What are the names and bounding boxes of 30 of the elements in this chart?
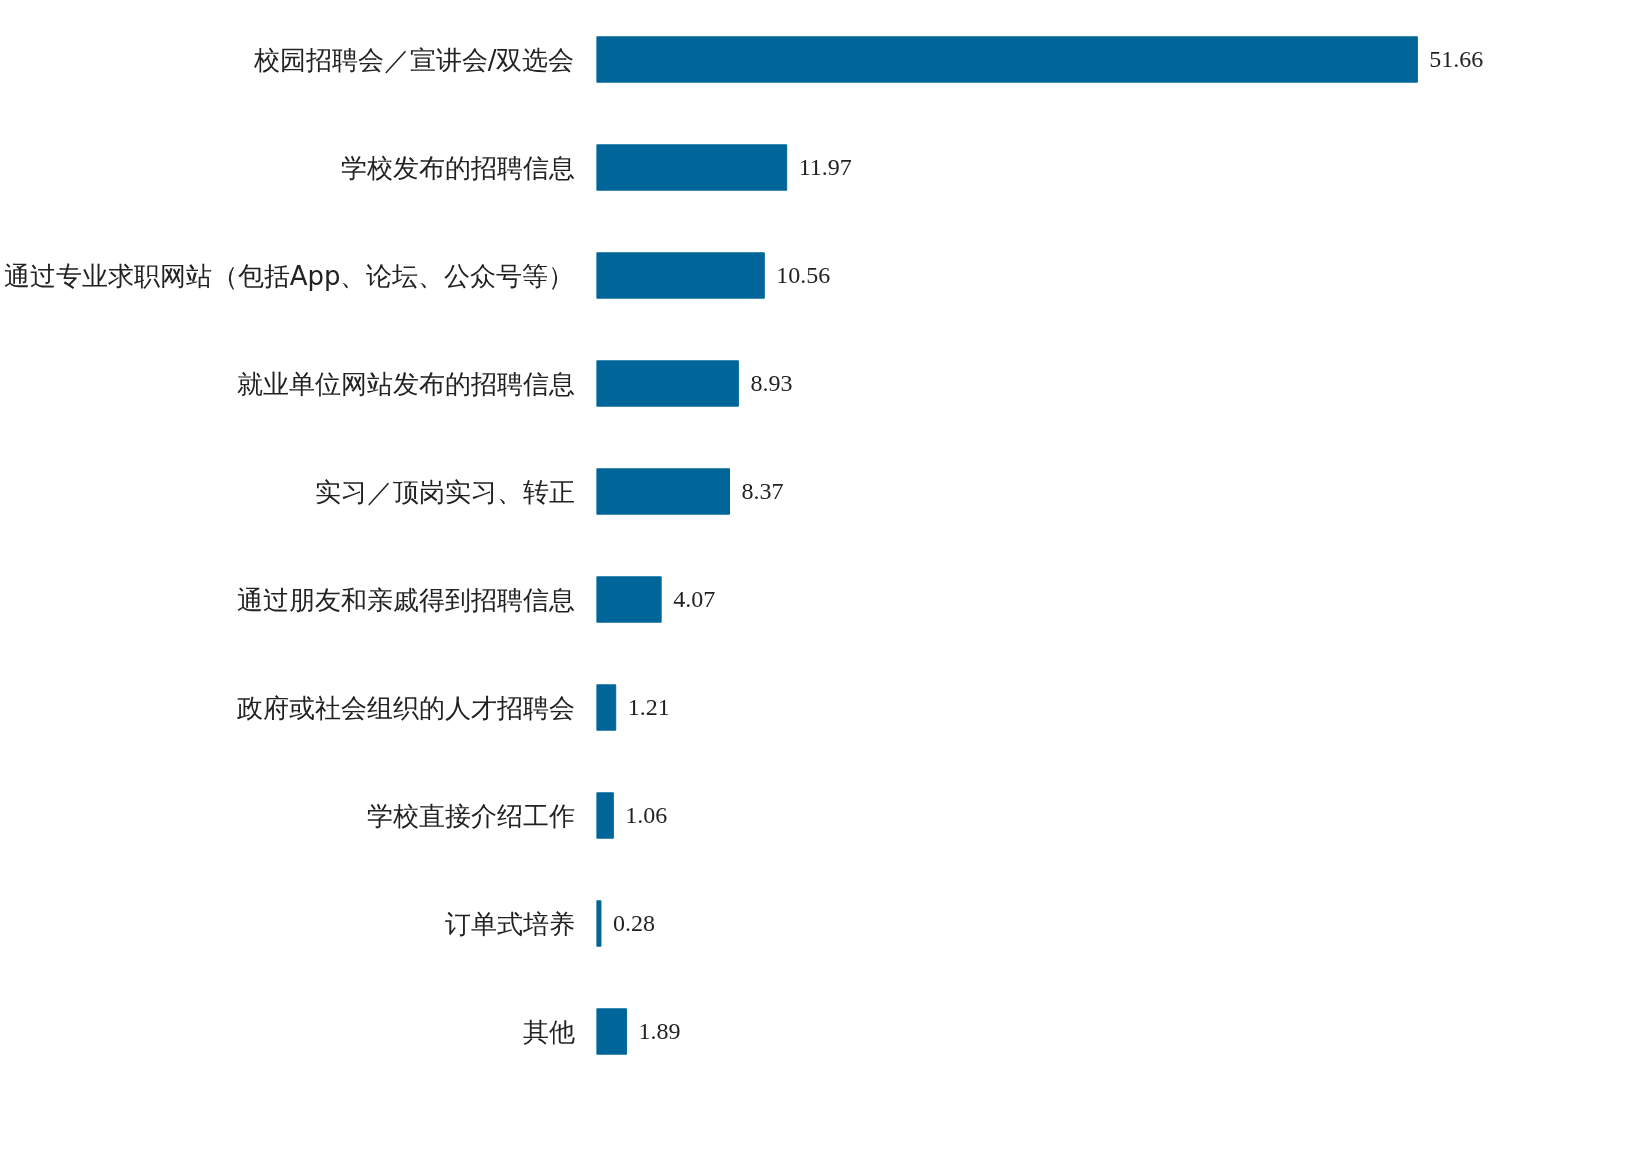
data-label: 4.07	[673, 586, 716, 612]
y-tick-label: 学校发布的招聘信息	[340, 152, 575, 183]
bar	[596, 360, 739, 407]
y-tick-label: 通过朋友和亲戚得到招聘信息	[236, 584, 575, 615]
data-label: 8.37	[741, 478, 784, 504]
y-tick-label: 就业单位网站发布的招聘信息	[236, 368, 575, 399]
data-label: 11.97	[798, 154, 852, 180]
y-tick-label: 学校直接介绍工作	[366, 800, 575, 831]
y-tick-label: 校园招聘会／宣讲会/双选会	[252, 44, 575, 75]
bar	[596, 144, 788, 191]
data-label: 1.21	[627, 694, 670, 720]
bar	[596, 576, 662, 623]
y-tick-label: 政府或社会组织的人才招聘会	[236, 692, 575, 723]
bar	[596, 900, 602, 947]
data-label: 1.89	[638, 1018, 681, 1044]
y-tick-label: 通过专业求职网站（包括App、论坛、公众号等）	[3, 260, 575, 291]
bar	[596, 684, 617, 731]
data-label: 1.06	[625, 802, 668, 828]
y-tick-label: 其他	[522, 1016, 575, 1047]
y-tick-label: 订单式培养	[444, 908, 575, 939]
bar	[596, 792, 614, 839]
bar	[596, 1008, 628, 1055]
y-tick-label: 实习／顶岗实习、转正	[314, 476, 575, 507]
data-label: 0.28	[612, 910, 655, 936]
bar	[596, 252, 765, 299]
bar	[596, 468, 730, 515]
data-label: 10.56	[776, 262, 831, 288]
data-label: 51.66	[1429, 46, 1484, 72]
bar	[596, 36, 1418, 83]
data-label: 8.93	[750, 370, 793, 396]
